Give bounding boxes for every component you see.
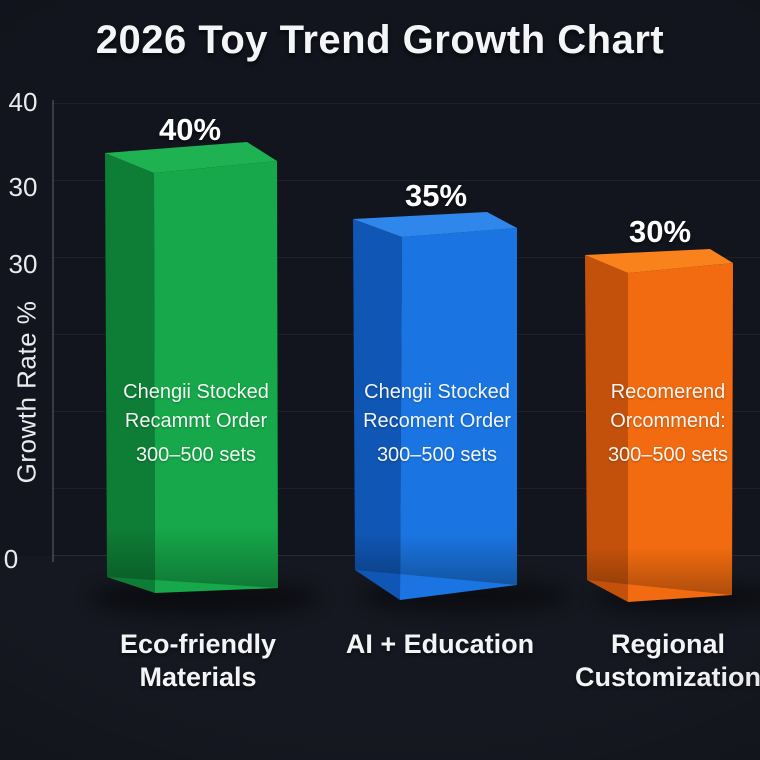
category-line: Regional (610, 629, 725, 659)
bar-note-regional: Recomerend Orcommend: 300–500 sets (573, 378, 760, 470)
bar-regional-shading (585, 255, 733, 595)
bar-ai-education (353, 212, 517, 600)
y-tick-0: 0 (3, 544, 19, 574)
bar-eco-shading (105, 153, 278, 588)
value-label-regional: 30% (628, 214, 692, 249)
category-line: AI + Education (345, 629, 535, 659)
chart-title: 2026 Toy Trend Growth Chart (95, 18, 665, 62)
gridline-30a (53, 180, 760, 181)
bar-note-line: Chengii Stocked (364, 381, 510, 403)
bar-note-line: Recoment Order (363, 410, 511, 432)
y-tick-30a: 30 (8, 172, 38, 202)
category-line: Eco-friendly (119, 629, 277, 659)
bar-note-line: 300–500 sets (376, 444, 498, 466)
category-line: Customization (575, 662, 760, 692)
category-label-regional: Regional Customization (548, 628, 760, 694)
y-tick-40: 40 (8, 87, 38, 117)
bar-note-line: Recammt Order (124, 410, 268, 432)
bar-note-eco: Chengii Stocked Recammt Order 300–500 se… (101, 378, 291, 470)
bar-note-line: 300–500 sets (135, 444, 257, 466)
value-label-eco: 40% (158, 112, 222, 147)
bar-eco-friendly (105, 142, 278, 593)
category-line: Materials (139, 662, 257, 692)
category-label-eco: Eco-friendly Materials (78, 628, 318, 694)
gridline-40 (53, 103, 760, 104)
bar-ai-shading (353, 219, 517, 585)
bar-regional-customization (585, 249, 733, 602)
value-label-ai: 35% (404, 178, 468, 213)
bar-note-ai: Chengii Stocked Recoment Order 300–500 s… (342, 378, 532, 470)
bar-note-line: 300–500 sets (607, 444, 729, 466)
category-label-ai: AI + Education (320, 628, 560, 661)
y-axis-line (52, 100, 54, 562)
bar-note-line: Recomerend (610, 381, 726, 403)
y-tick-30b: 30 (8, 249, 38, 279)
bar-note-line: Chengii Stocked (123, 381, 269, 403)
y-axis-label: Growth Rate % (11, 300, 42, 484)
bar-note-line: Orcommend: (610, 410, 726, 432)
